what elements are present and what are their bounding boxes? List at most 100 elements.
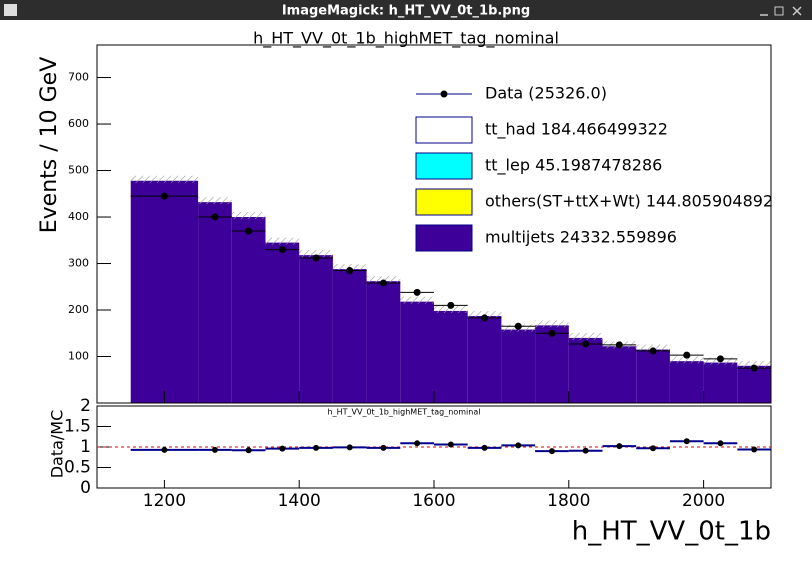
- data-point: [160, 192, 168, 200]
- data-point: [312, 254, 320, 262]
- data-point: [683, 351, 691, 359]
- legend-swatch: [415, 152, 473, 180]
- ratio-point: [161, 446, 168, 453]
- uncertainty-hatch: [265, 237, 300, 245]
- data-point: [514, 322, 522, 330]
- histogram-bar: [231, 217, 266, 403]
- y-tick-label: 500: [68, 164, 89, 177]
- ratio-y-tick-label: 1.5: [64, 417, 91, 437]
- maximize-button[interactable]: [774, 6, 784, 16]
- histogram-bar: [501, 329, 536, 403]
- x-axis-title: h_HT_VV_0t_1b: [572, 517, 771, 547]
- data-point: [649, 347, 657, 355]
- legend-label: Data (25326.0): [485, 84, 607, 103]
- app-icon: [4, 4, 17, 16]
- data-point: [716, 355, 724, 363]
- uncertainty-hatch: [669, 356, 704, 364]
- x-tick-label: 2000: [682, 491, 725, 511]
- ratio-point: [751, 446, 758, 453]
- histogram-bar: [467, 316, 502, 403]
- ratio-y-tick-label: 0.5: [64, 458, 91, 478]
- histogram-bar: [400, 301, 434, 403]
- histogram-bar: [636, 349, 670, 403]
- data-point: [278, 246, 286, 254]
- ratio-point: [245, 447, 252, 454]
- x-tick-label: 1800: [547, 491, 590, 511]
- data-point: [582, 340, 590, 348]
- data-point: [413, 288, 421, 296]
- uncertainty-hatch: [737, 360, 771, 368]
- data-point: [548, 329, 556, 337]
- ratio-point: [414, 440, 421, 447]
- histogram-bar: [669, 361, 704, 403]
- ratio-point: [279, 445, 286, 452]
- uncertainty-hatch: [198, 197, 232, 205]
- histogram-bar: [602, 346, 637, 403]
- data-point: [245, 227, 253, 235]
- data-point: [211, 213, 219, 221]
- ratio-y-tick-label: 1: [80, 437, 91, 457]
- ratio-point: [683, 438, 690, 445]
- histogram-bar: [737, 365, 771, 403]
- ratio-title: h_HT_VV_0t_1b_highMET_tag_nominal: [328, 408, 481, 417]
- ratio-y-tick-label: 0: [80, 478, 91, 498]
- ratio-point: [548, 448, 555, 455]
- histogram-bar: [265, 242, 300, 403]
- ratio-point: [650, 445, 657, 452]
- data-point: [447, 301, 455, 309]
- y-tick-label: 200: [68, 303, 89, 316]
- y-tick-label: 400: [68, 210, 89, 223]
- ratio-y-tick-label: 2: [80, 396, 91, 416]
- ratio-point: [481, 444, 488, 451]
- ratio-point: [447, 441, 454, 448]
- uncertainty-hatch: [130, 175, 199, 183]
- y-axis-title: Events / 10 GeV: [37, 57, 62, 234]
- histogram-bar: [299, 255, 333, 403]
- y-tick-label: 100: [68, 350, 89, 363]
- data-point: [615, 341, 623, 349]
- y-tick-label: 700: [68, 71, 89, 84]
- ratio-point: [211, 446, 218, 453]
- ratio-point: [380, 444, 387, 451]
- ratio-point: [717, 440, 724, 447]
- x-tick-label: 1200: [143, 491, 186, 511]
- y-tick-label: 600: [68, 117, 89, 130]
- histogram-bar: [130, 180, 199, 403]
- legend-marker: [440, 90, 448, 98]
- data-point: [379, 279, 387, 287]
- histogram-bar: [366, 281, 401, 403]
- uncertainty-hatch: [568, 332, 603, 340]
- histogram-bar: [434, 310, 468, 403]
- data-point: [481, 314, 489, 322]
- uncertainty-hatch: [400, 296, 434, 304]
- title-bar: [0, 0, 812, 20]
- x-tick-label: 1400: [278, 491, 321, 511]
- uncertainty-hatch: [535, 320, 569, 328]
- legend-swatch: [415, 188, 473, 216]
- ratio-point: [616, 443, 623, 450]
- uncertainty-hatch: [231, 212, 266, 220]
- ratio-axis-title: Data/MC: [48, 410, 67, 479]
- uncertainty-hatch: [434, 305, 468, 313]
- y-tick-label: 300: [68, 257, 89, 270]
- histogram-bar: [703, 362, 738, 403]
- legend-label: tt_had 184.466499322: [485, 120, 668, 140]
- legend-label: tt_lep 45.1987478286: [485, 156, 662, 176]
- histogram-bar: [568, 337, 603, 403]
- legend-label: multijets 24332.559896: [485, 228, 677, 247]
- ratio-point: [515, 442, 522, 449]
- chart-title: h_HT_VV_0t_1b_highMET_tag_nominal: [253, 29, 559, 49]
- data-point: [750, 364, 758, 372]
- legend-swatch: [415, 116, 473, 144]
- histogram-bar: [332, 269, 367, 403]
- x-tick-label: 1600: [412, 491, 455, 511]
- ratio-point: [313, 444, 320, 451]
- window-title: ImageMagick: h_HT_VV_0t_1b.png: [282, 4, 530, 19]
- ratio-point: [346, 444, 353, 451]
- ratio-point: [582, 447, 589, 454]
- histogram-bar: [198, 202, 232, 403]
- close-button[interactable]: [792, 6, 802, 16]
- legend-swatch: [415, 224, 473, 252]
- legend-label: others(ST+ttX+Wt) 144.805904892: [485, 192, 773, 211]
